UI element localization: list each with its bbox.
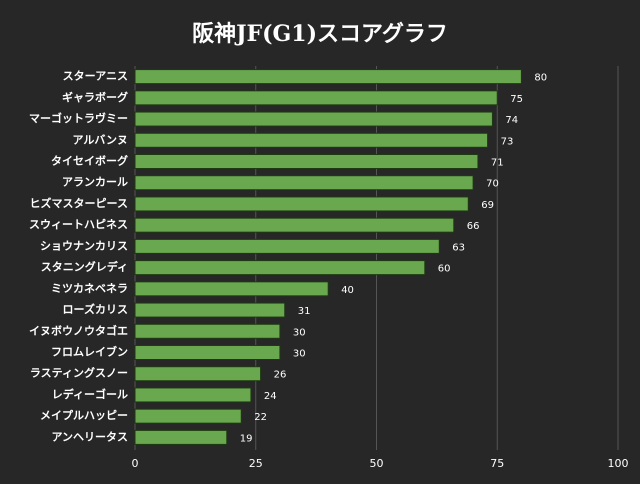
category-label: ショウナンカリス xyxy=(40,239,128,252)
category-label: タイセイボーグ xyxy=(51,154,128,168)
category-label: スウィートハピネス xyxy=(29,218,128,231)
value-label: 71 xyxy=(491,158,504,169)
value-label: 80 xyxy=(534,73,547,84)
bar xyxy=(134,323,281,339)
bar xyxy=(134,345,281,360)
value-label: 22 xyxy=(254,412,267,423)
category-label: ローズカリス xyxy=(63,302,128,316)
value-label: 70 xyxy=(486,179,499,190)
bar xyxy=(134,281,329,297)
x-tick-label: 0 xyxy=(132,457,139,470)
bar xyxy=(134,90,498,106)
value-label: 60 xyxy=(438,264,451,275)
bar xyxy=(134,69,522,85)
category-label: フロムレイブン xyxy=(51,345,128,359)
value-label: 66 xyxy=(467,221,480,232)
chart-title: 阪神JF(G1)スコアグラフ xyxy=(192,21,448,47)
value-label: 69 xyxy=(481,200,494,211)
value-label: 74 xyxy=(505,115,518,126)
value-label: 31 xyxy=(298,306,311,317)
category-label: アンヘリータス xyxy=(51,430,128,443)
value-label: 26 xyxy=(274,370,287,381)
bar xyxy=(134,366,262,382)
x-tick-label: 75 xyxy=(490,457,504,470)
category-label: ヒズマスターピース xyxy=(30,196,128,210)
value-label: 40 xyxy=(341,285,354,296)
bar xyxy=(134,238,440,254)
bar xyxy=(134,408,242,424)
x-tick-label: 100 xyxy=(608,457,629,470)
value-label: 24 xyxy=(264,391,277,402)
bar xyxy=(134,302,286,318)
bar xyxy=(134,154,479,169)
category-label: レディーゴール xyxy=(52,387,128,401)
category-label: ラスティングスノー xyxy=(30,366,128,380)
bar xyxy=(134,175,474,191)
value-label: 19 xyxy=(240,433,253,444)
value-label: 63 xyxy=(452,242,465,253)
category-label: スタニングレディ xyxy=(41,260,128,274)
bar xyxy=(134,260,426,276)
bar xyxy=(134,111,493,127)
category-label: マーゴットラヴミー xyxy=(29,111,128,125)
category-label: アルバンヌ xyxy=(73,133,128,146)
bar xyxy=(134,132,489,148)
category-label: ミツカネベネラ xyxy=(51,282,128,295)
bar xyxy=(134,429,228,445)
value-label: 30 xyxy=(293,349,306,360)
category-label: スターアニス xyxy=(63,70,128,83)
value-label: 73 xyxy=(501,136,514,147)
value-label: 30 xyxy=(293,327,306,338)
category-label: メイプルハッピー xyxy=(40,408,128,422)
category-label: アランカール xyxy=(62,176,128,189)
category-label: ギャラボーグ xyxy=(62,90,128,104)
bar xyxy=(134,387,252,403)
x-tick-label: 25 xyxy=(249,457,263,470)
x-tick-label: 50 xyxy=(370,457,384,470)
category-label: イヌボウノウタゴエ xyxy=(29,323,128,337)
bar xyxy=(134,217,455,233)
bar xyxy=(134,196,469,212)
value-label: 75 xyxy=(510,94,523,105)
